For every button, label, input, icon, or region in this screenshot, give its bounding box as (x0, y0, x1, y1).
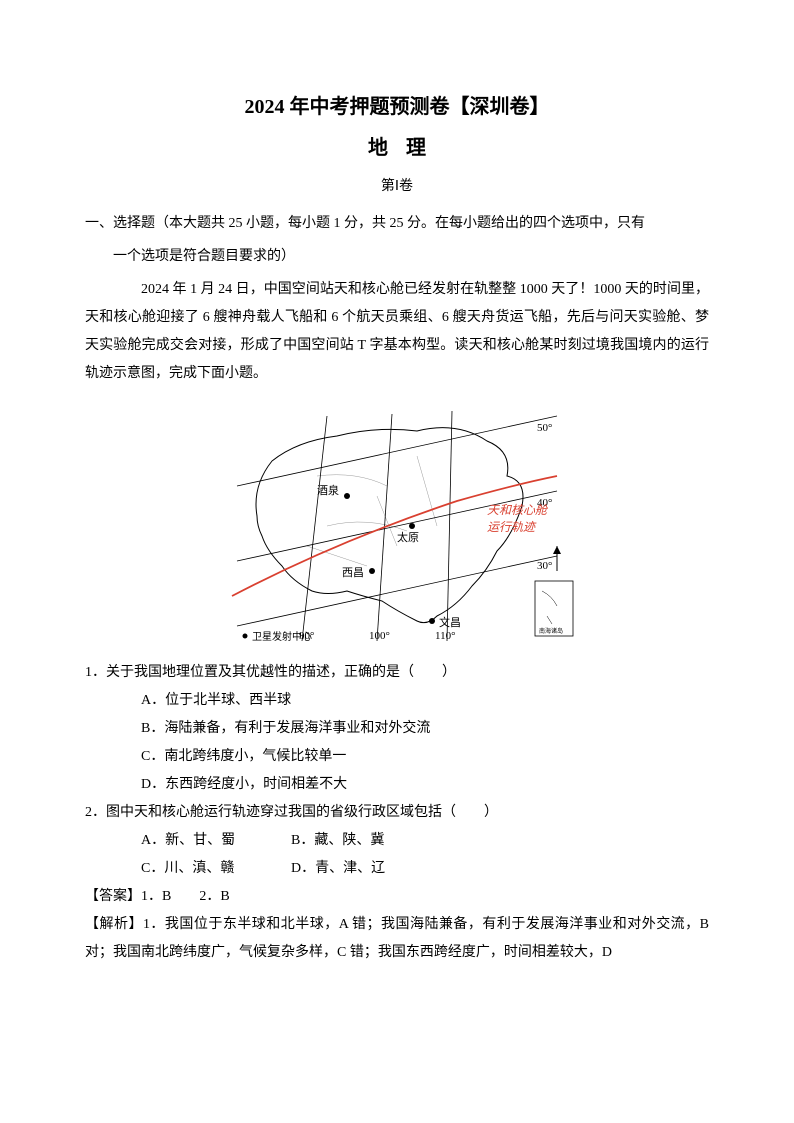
china-map-svg: 50° 40° 30° 90° 100° 110° 天和核心舱 运行轨迹 酒泉 … (217, 396, 577, 646)
inset-label: 南海诸岛 (539, 627, 563, 635)
instruction-line1: 一、选择题（本大题共 25 小题，每小题 1 分，共 25 分。在每小题给出的四… (85, 210, 709, 238)
subject-title: 地理 (85, 131, 709, 160)
answer-label: 【答案】1．B 2．B (85, 883, 709, 911)
city-jiuquan: 酒泉 (317, 483, 339, 497)
q2-option-b: B．藏、陕、冀 (291, 827, 441, 855)
section-label: 第Ⅰ卷 (85, 175, 709, 195)
city-taiyuan: 太原 (397, 531, 419, 544)
lon-100: 100° (369, 630, 390, 642)
orbit-label-1: 天和核心舱 (487, 503, 549, 517)
q1-option-d: D．东西跨经度小，时间相差不大 (141, 771, 709, 799)
q1-option-c: C．南北跨纬度小，气候比较单一 (141, 743, 709, 771)
q2-option-d: D．青、津、辽 (291, 855, 441, 883)
map-figure: 50° 40° 30° 90° 100° 110° 天和核心舱 运行轨迹 酒泉 … (85, 396, 709, 651)
q1-option-a: A．位于北半球、西半球 (141, 687, 709, 715)
q2-option-a: A．新、甘、蜀 (141, 827, 291, 855)
legend-text: 卫星发射中心 (252, 630, 312, 643)
q1-option-b: B．海陆兼备，有利于发展海洋事业和对外交流 (141, 715, 709, 743)
analysis-content: 1．我国位于东半球和北半球，A 错；我国海陆兼备，有利于发展海洋事业和对外交流，… (85, 917, 709, 960)
orbit-label-2: 运行轨迹 (487, 520, 537, 534)
instruction-line2: 一个选项是符合题目要求的） (85, 243, 709, 271)
lon-110: 110° (435, 630, 456, 642)
lat-30: 30° (537, 560, 552, 572)
analysis-label: 【解析】 (85, 917, 143, 932)
question-2-stem: 2．图中天和核心舱运行轨迹穿过我国的省级行政区域包括（ ） (85, 799, 709, 827)
lat-50: 50° (537, 422, 552, 434)
exam-title: 2024 年中考押题预测卷【深圳卷】 (85, 90, 709, 119)
analysis-text: 【解析】1．我国位于东半球和北半球，A 错；我国海陆兼备，有利于发展海洋事业和对… (85, 911, 709, 967)
city-wenchang: 文昌 (439, 615, 461, 629)
context-paragraph: 2024 年 1 月 24 日，中国空间站天和核心舱已经发射在轨整整 1000 … (85, 276, 709, 388)
question-1-stem: 1．关于我国地理位置及其优越性的描述，正确的是（ ） (85, 659, 709, 687)
q2-option-c: C．川、滇、赣 (141, 855, 291, 883)
city-xichang: 西昌 (342, 566, 364, 579)
